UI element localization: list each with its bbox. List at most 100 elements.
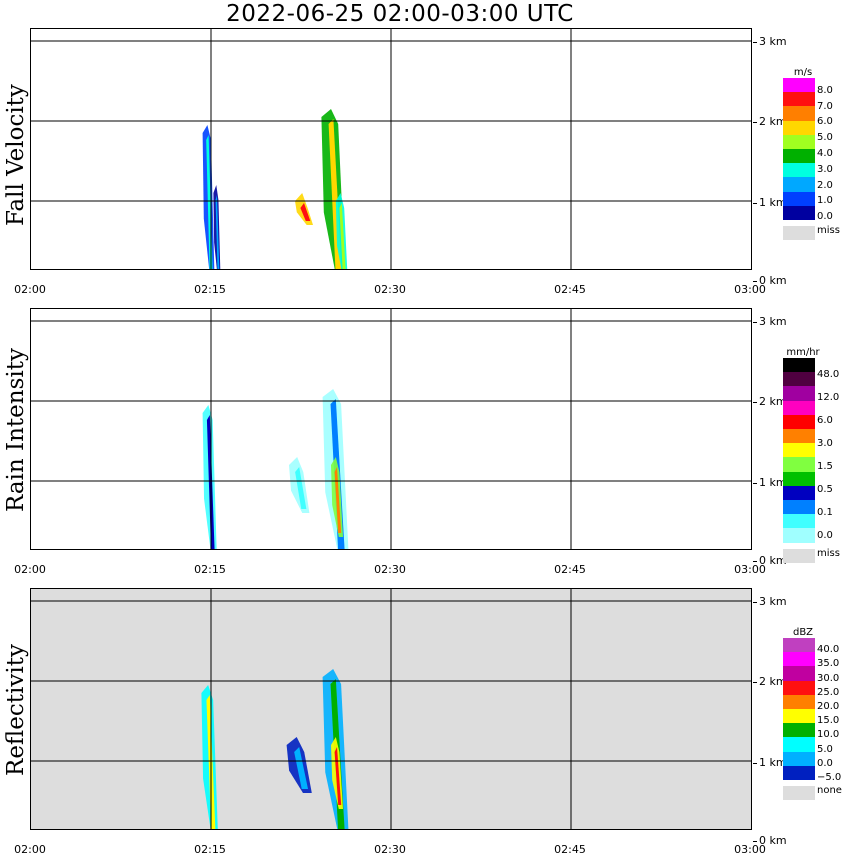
- colorbar-swatch: [783, 457, 815, 472]
- height-tick: 2 km: [753, 395, 787, 408]
- colorbar-label: 25.0: [817, 686, 840, 698]
- colorbar-swatch: [783, 528, 815, 543]
- colorbar-miss-swatch: [783, 786, 815, 800]
- colorbar-label: 15.0: [817, 715, 840, 727]
- colorbar-unit: dBZ: [792, 627, 814, 638]
- height-tick: 2 km: [753, 675, 787, 688]
- colorbar-swatch: [783, 638, 815, 653]
- xtick: 02:30: [374, 563, 406, 576]
- echo-core: [294, 747, 309, 789]
- panel-fall-velocity: [30, 28, 752, 270]
- colorbar-swatch: [783, 514, 815, 529]
- grid: [31, 589, 751, 829]
- height-tick: 0 km: [753, 834, 787, 847]
- colorbar-label: 0.0: [817, 530, 833, 542]
- echo-core: [300, 203, 311, 221]
- colorbar-swatch: [783, 358, 815, 373]
- echo-core: [334, 467, 342, 533]
- colorbar-swatch: [783, 191, 815, 206]
- colorbar-label: 40.0: [817, 644, 840, 656]
- colorbar-swatch: [783, 134, 815, 149]
- colorbar-swatch: [783, 443, 815, 458]
- height-tick: 2 km: [753, 115, 787, 128]
- colorbar-swatch: [783, 400, 815, 415]
- colorbar-swatch: [783, 163, 815, 178]
- colorbar-swatch: [783, 709, 815, 724]
- xtick: 02:45: [554, 283, 586, 296]
- colorbar-swatch: [783, 372, 815, 387]
- colorbar-swatch: [783, 414, 815, 429]
- colorbar-label: 0.5: [817, 483, 833, 495]
- colorbar-label: 3.0: [817, 437, 833, 449]
- xtick: 02:30: [374, 283, 406, 296]
- colorbar-label: 7.0: [817, 100, 833, 112]
- xtick: 02:30: [374, 843, 406, 856]
- colorbar-label: 12.0: [817, 391, 840, 403]
- colorbar-swatch: [783, 737, 815, 752]
- colorbar-miss-label: miss: [817, 547, 840, 559]
- colorbar-label: 1.0: [817, 195, 833, 207]
- colorbar-swatch: [783, 78, 815, 93]
- colorbar-label: 0.0: [817, 757, 833, 769]
- colorbar-swatch: [783, 177, 815, 192]
- colorbar-swatch: [783, 723, 815, 738]
- colorbar-unit: mm/hr: [786, 347, 820, 358]
- colorbar-miss-label: none: [817, 785, 842, 796]
- panel-rain-intensity: [30, 308, 752, 550]
- colorbar-swatch: [783, 500, 815, 515]
- ylabel-rain-intensity: Rain Intensity: [3, 348, 29, 512]
- colorbar-swatch: [783, 694, 815, 709]
- echo-group: [202, 389, 349, 549]
- height-tick: 1 km: [753, 756, 787, 769]
- echo-group: [201, 669, 349, 829]
- colorbar-label: 35.0: [817, 658, 840, 670]
- colorbar-swatches: 8.0 7.0 6.0 5.0 4.0 3.0 2.0 1.0 0.0: [783, 78, 848, 223]
- plot-reflectivity: [31, 589, 751, 829]
- colorbar-swatch: [783, 680, 815, 695]
- colorbar-swatch: [783, 429, 815, 444]
- colorbar-label: 48.0: [817, 368, 840, 380]
- colorbar-label: 6.0: [817, 116, 833, 128]
- colorbar-label: −5.0: [817, 771, 842, 783]
- height-tick: 1 km: [753, 476, 787, 489]
- panel-reflectivity: [30, 588, 752, 830]
- colorbar-label: 8.0: [817, 84, 833, 96]
- colorbar-label: 0.0: [817, 211, 833, 223]
- colorbar-swatch: [783, 205, 815, 220]
- colorbar-swatch: [783, 485, 815, 500]
- colorbar-reflectivity: dBZ 40.0 35.0 30.0 25.0 20.0 15.0 10.0 5.0 0.0 −5…: [783, 627, 848, 806]
- xtick: 02:45: [554, 843, 586, 856]
- colorbar-swatch: [783, 120, 815, 135]
- xtick: 02:00: [14, 563, 46, 576]
- xtick: 02:15: [194, 563, 226, 576]
- colorbar-swatch: [783, 765, 815, 780]
- colorbar-label: 30.0: [817, 672, 840, 684]
- colorbar-swatch: [783, 149, 815, 164]
- colorbar-label: 0.1: [817, 506, 833, 518]
- colorbar-label: 4.0: [817, 148, 833, 159]
- ylabel-reflectivity: Reflectivity: [3, 644, 29, 776]
- colorbar-swatch: [783, 652, 815, 667]
- colorbar-swatch: [783, 471, 815, 486]
- colorbar-label: 10.0: [817, 729, 840, 741]
- colorbar-swatches: 40.0 35.0 30.0 25.0 20.0 15.0 10.0 5.0 0.0 −5.0: [783, 638, 848, 783]
- echo-core: [295, 467, 307, 509]
- colorbar-swatch: [783, 751, 815, 766]
- colorbar-fall-velocity: m/s 8.0 7.0 6.0 5.0 4.0 3.0 2.0 1.0 0.0 miss: [783, 67, 848, 246]
- colorbar-swatch: [783, 106, 815, 121]
- plot-fall-velocity: [31, 29, 751, 269]
- grid: [31, 29, 751, 269]
- xtick: 02:00: [14, 843, 46, 856]
- height-tick: 3 km: [753, 315, 787, 328]
- colorbar-rain-intensity: mm/hr 48.0 12.0 6.0 3.0 1.5 0.5 0.1 0.0 miss: [783, 347, 848, 569]
- echo-core: [215, 195, 220, 269]
- plot-rain-intensity: [31, 309, 751, 549]
- grid: [31, 309, 751, 549]
- colorbar-miss-label: miss: [817, 225, 840, 236]
- colorbar-swatch: [783, 666, 815, 681]
- height-tick: 3 km: [753, 35, 787, 48]
- height-tick: 0 km: [753, 554, 787, 567]
- height-tick: 1 km: [753, 196, 787, 209]
- colorbar-swatches: 48.0 12.0 6.0 3.0 1.5 0.5 0.1 0.0: [783, 358, 848, 543]
- colorbar-miss-swatch: [783, 226, 815, 240]
